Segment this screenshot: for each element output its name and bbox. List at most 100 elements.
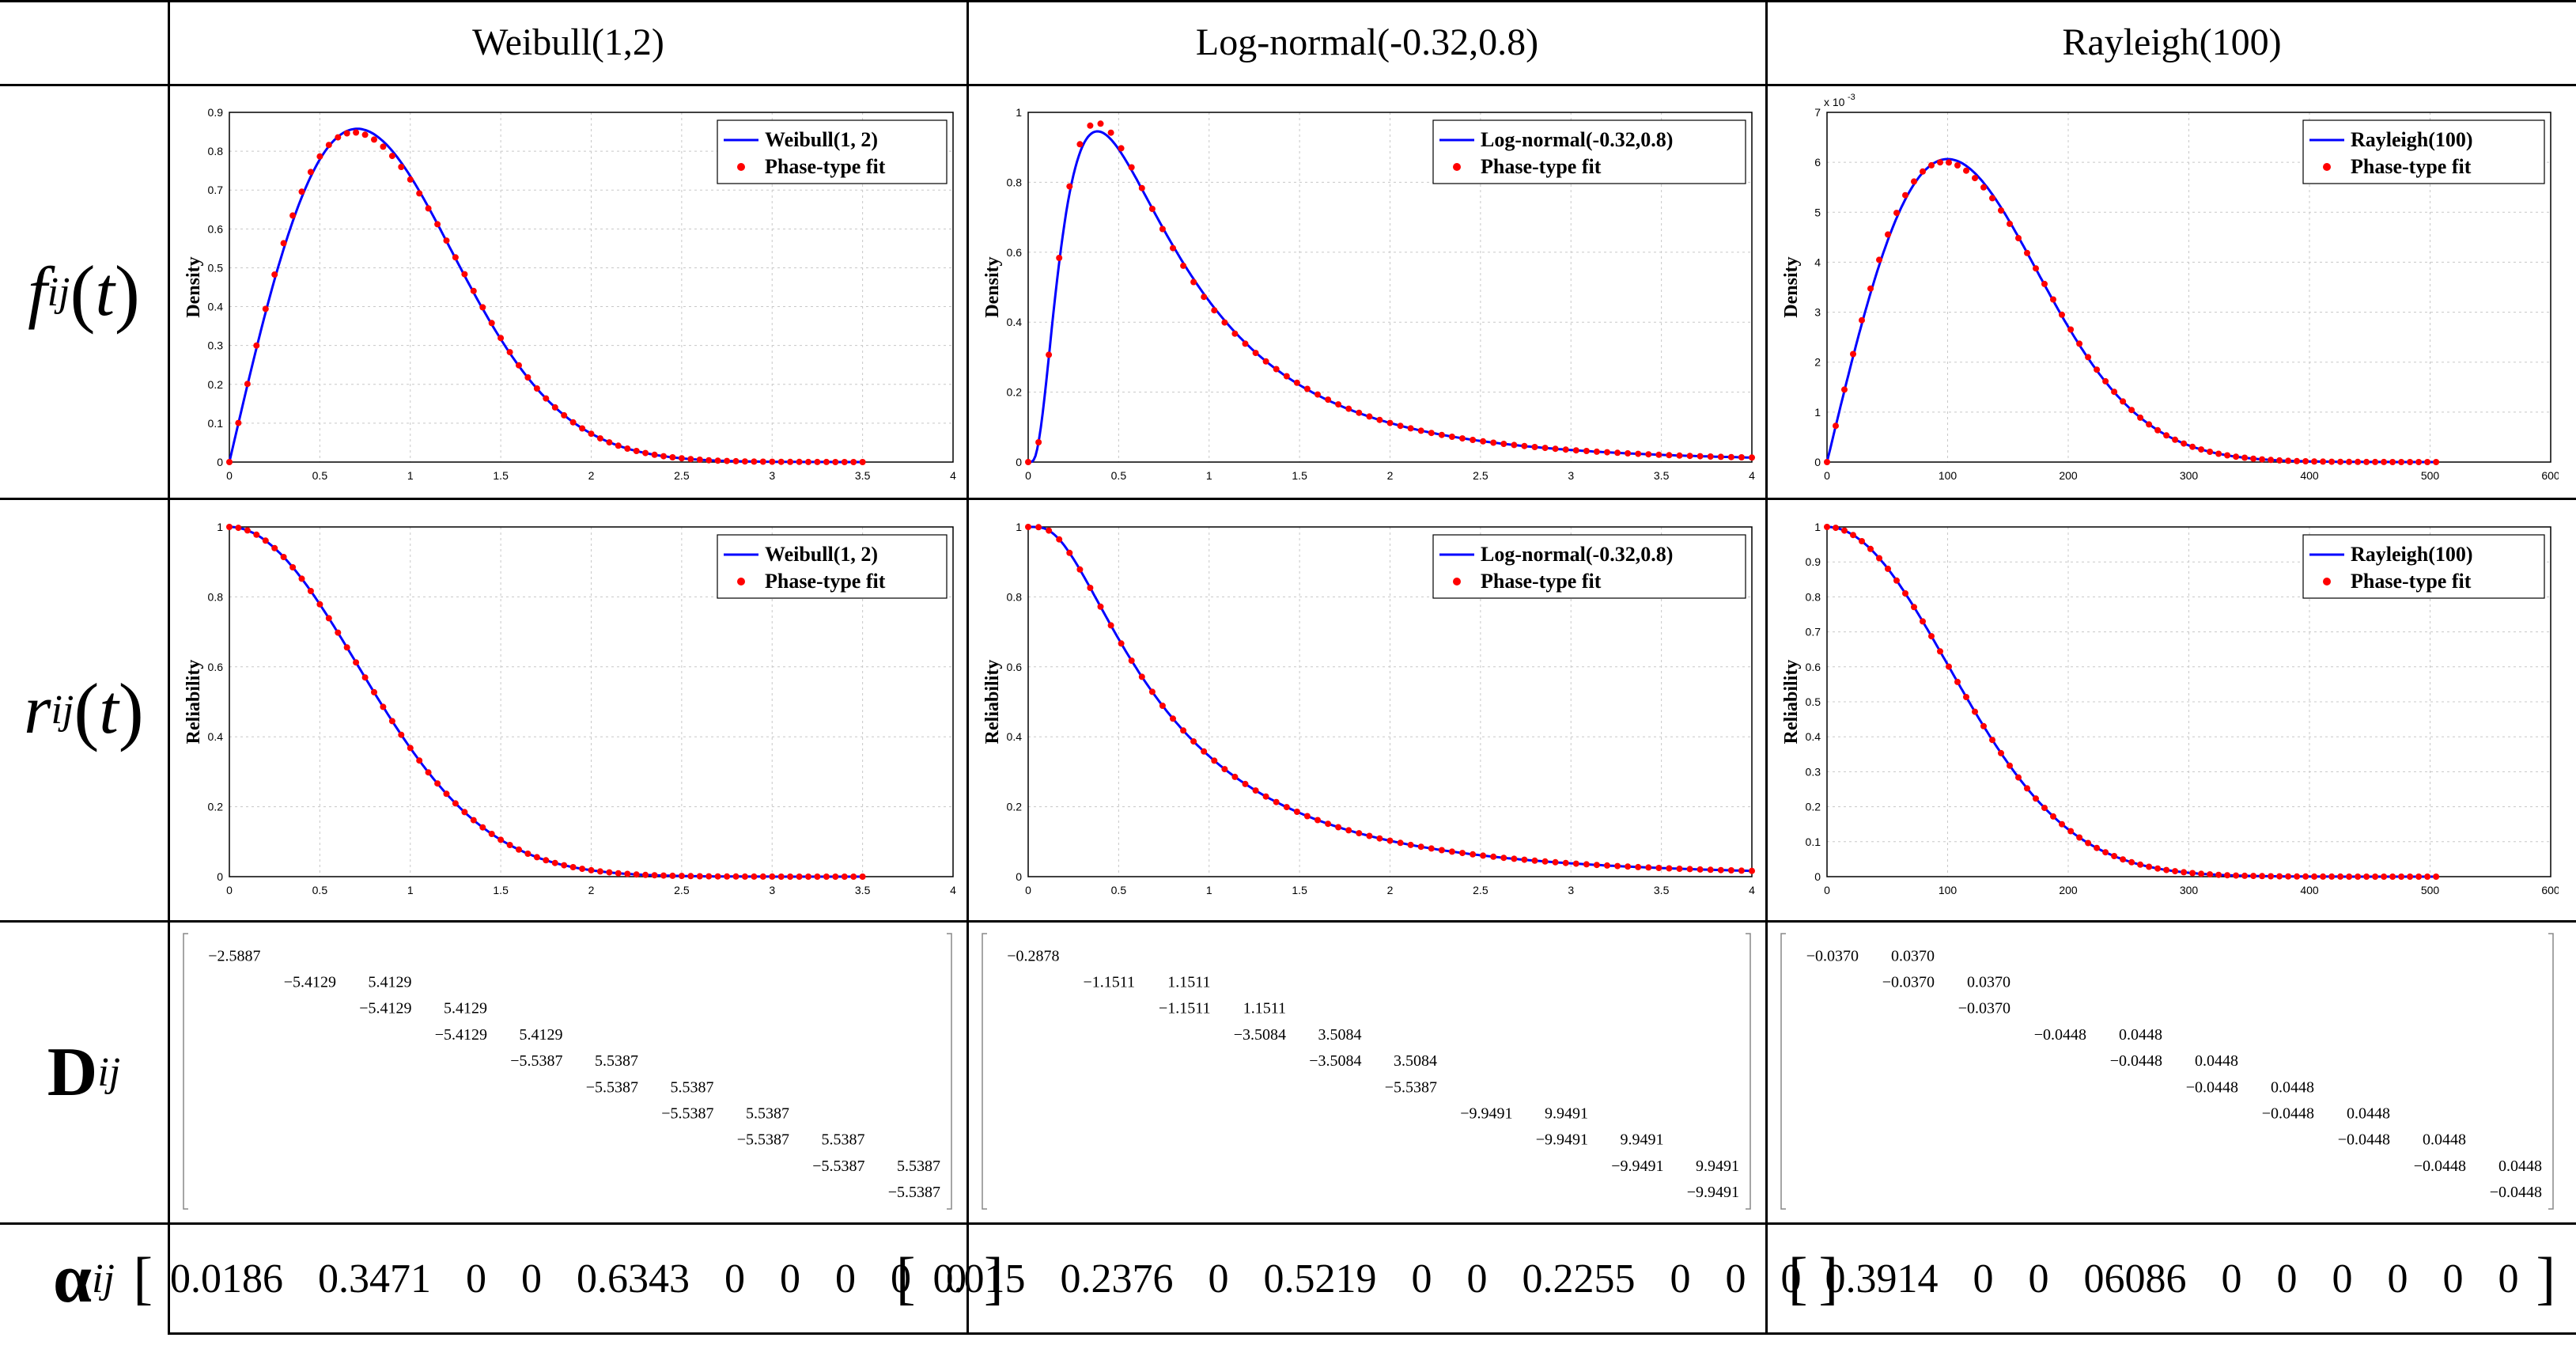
fit-dot <box>2372 458 2379 465</box>
fit-dot <box>253 531 260 538</box>
fit-dot <box>1293 809 1300 815</box>
fit-dot <box>1583 448 1590 454</box>
x-tick-label: 2 <box>588 884 595 896</box>
legend-fit-label: Phase-type fit <box>2351 570 2472 593</box>
x-tick-label: 2 <box>1387 884 1394 896</box>
alpha-entry: 0 <box>1973 1256 1994 1302</box>
fit-dot <box>2102 377 2109 385</box>
y-tick-label: 0.8 <box>208 590 224 603</box>
x-tick-label: 0.5 <box>312 884 328 896</box>
alpha-entry: 06086 <box>2083 1256 2187 1302</box>
x-tick-label: 0.5 <box>312 469 328 482</box>
x-tick-label: 2.5 <box>1473 884 1488 896</box>
fit-dot <box>1738 867 1745 874</box>
fit-dot <box>2207 449 2214 455</box>
right-paren: ) <box>114 249 140 335</box>
fit-dot <box>2128 407 2135 414</box>
fit-dot <box>2337 458 2344 465</box>
fit-dot <box>1824 524 1830 530</box>
table-rule <box>0 920 2576 923</box>
fit-dot <box>461 809 468 816</box>
fit-dot <box>1666 452 1673 459</box>
y-tick-label: 0.7 <box>1806 626 1821 639</box>
plot-frame <box>1826 112 2551 463</box>
matrix-right-bracket <box>1746 933 1751 1210</box>
chart-svg: 0 0.5 1 1.5 2 2.5 3 3.5 4 0 0.2 0.4 0.6 0.8 1 Reliabili… <box>183 521 956 896</box>
fit-dot <box>361 674 369 681</box>
legend-box <box>2302 534 2545 599</box>
legend-fit-label: Phase-type fit <box>2351 155 2472 178</box>
fit-dot <box>832 873 839 880</box>
x-tick-label: 0 <box>226 469 233 482</box>
fit-dot <box>1273 366 1280 373</box>
column-header-lognormal: Log-normal(-0.32,0.8) <box>1195 21 1539 63</box>
fit-dot <box>796 458 803 465</box>
fit-dot <box>759 873 766 880</box>
fit-dot <box>524 374 531 381</box>
matrix-entry: −5.5387 <box>510 1052 562 1070</box>
row-label-density: f ij(t) <box>0 86 168 498</box>
fit-dot <box>1293 379 1300 386</box>
fit-dot <box>335 134 342 141</box>
legend-model-label: Log-normal(-0.32,0.8) <box>1481 128 1673 151</box>
matrix-rayleigh: −0.0370 0.0370 −0.0370 0.0370 −0.0370 −0.0448… <box>1780 932 2555 1211</box>
alpha-right-bracket: ] <box>1818 1245 1839 1311</box>
y-tick-label: 0.8 <box>1007 176 1023 188</box>
fit-dot <box>588 430 595 438</box>
alpha-entry: 0 <box>780 1256 800 1302</box>
fit-dot <box>1428 430 1435 437</box>
legend-fit-label: Phase-type fit <box>1481 155 1602 178</box>
fit-dot <box>1645 451 1652 458</box>
x-tick-label: 0 <box>1025 469 1031 482</box>
fit-dot <box>1159 703 1166 709</box>
chart-svg: 0 0.5 1 1.5 2 2.5 3 3.5 4 0 0.2 0.4 0.6 0.8 1 Density Lo… <box>982 106 1755 482</box>
y-tick-label: 0.8 <box>1007 590 1023 603</box>
fit-dot <box>841 459 848 465</box>
fit-dot <box>2120 398 2127 405</box>
fit-dot <box>543 395 550 402</box>
matrix-entry: −0.0370 <box>1806 947 1859 964</box>
alpha-subscript: ij <box>92 1256 115 1302</box>
fit-dot <box>262 305 269 313</box>
fit-dot <box>1148 688 1156 695</box>
fit-dot <box>1841 386 1848 393</box>
fit-dot <box>1954 678 1961 685</box>
y-tick-label: 0.4 <box>1806 730 1821 743</box>
fit-dot <box>1190 738 1197 745</box>
fit-dot <box>1989 737 1995 744</box>
fit-dot <box>1376 835 1383 842</box>
y-tick-label: 1 <box>1814 406 1821 419</box>
fit-dot <box>2172 436 2179 443</box>
fit-dot <box>642 449 649 457</box>
fit-dot <box>470 817 477 824</box>
fit-dot <box>1407 425 1414 432</box>
y-tick-label: 0.5 <box>1806 695 1821 708</box>
chart-svg: 0 100 200 300 400 500 600 0 0.1 0.2 0.3 0.4 0.5 0.6 0.… <box>1781 521 2559 896</box>
fit-dot <box>2398 873 2405 880</box>
fit-dot <box>2007 220 2013 227</box>
fit-dot <box>388 718 395 725</box>
fit-dot <box>1963 167 1969 174</box>
fit-dot <box>1448 848 1455 855</box>
x-tick-label: 100 <box>1939 884 1958 896</box>
fit-dot <box>1025 459 1031 465</box>
fit-dot <box>1511 855 1518 862</box>
fit-dot <box>1593 448 1600 455</box>
fit-dot <box>1159 225 1166 233</box>
fit-dot <box>2181 869 2188 876</box>
x-tick-label: 1.5 <box>493 884 509 896</box>
legend-box <box>717 119 948 184</box>
reliability-symbol: r <box>24 672 51 748</box>
y-axis-label: Reliability <box>183 660 204 745</box>
matrix-entry: 0.0448 <box>2423 1131 2466 1149</box>
fit-dot <box>705 873 713 880</box>
x-tick-label: 0.5 <box>1111 884 1127 896</box>
fit-dot <box>2154 426 2162 434</box>
fit-dot <box>2311 458 2318 465</box>
x-tick-label: 300 <box>2180 884 2199 896</box>
fit-dot <box>235 525 242 532</box>
alpha-entry: 0.015 <box>932 1256 1026 1302</box>
fit-dot <box>1521 442 1528 449</box>
fit-dot <box>425 205 432 212</box>
fit-dot <box>1118 145 1125 152</box>
